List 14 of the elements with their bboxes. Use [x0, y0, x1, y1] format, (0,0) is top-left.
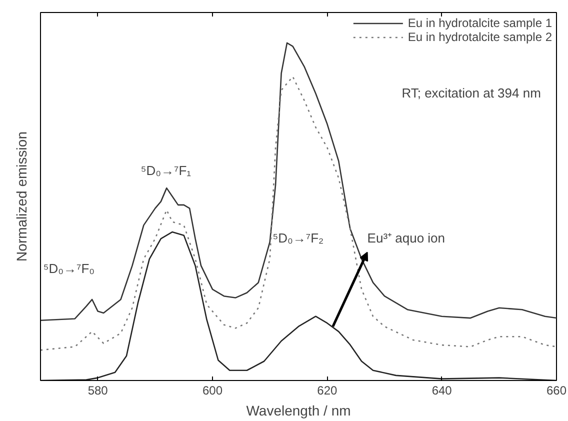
x-tick-label: 620: [317, 384, 338, 398]
annotation: ⁵D₀→⁷F₁: [140, 162, 192, 178]
y-axis-title: Normalized emission: [14, 132, 30, 262]
legend-label: Eu in hydrotalcite sample 2: [408, 30, 552, 44]
annotation: ⁵D₀→⁷F₀: [43, 260, 95, 276]
annotation: Eu³⁺ aquo ion: [367, 230, 446, 246]
x-tick-label: 600: [202, 384, 223, 398]
annotation: RT; excitation at 394 nm: [402, 85, 541, 100]
legend-label: Eu in hydrotalcite sample 1: [408, 16, 552, 30]
x-tick-label: 640: [432, 384, 452, 398]
annotation: ⁵D₀→⁷F₂: [272, 230, 324, 246]
x-tick-label: 660: [546, 384, 567, 398]
x-tick-label: 580: [88, 384, 108, 398]
x-axis-title: Wavelength / nm: [246, 402, 351, 418]
